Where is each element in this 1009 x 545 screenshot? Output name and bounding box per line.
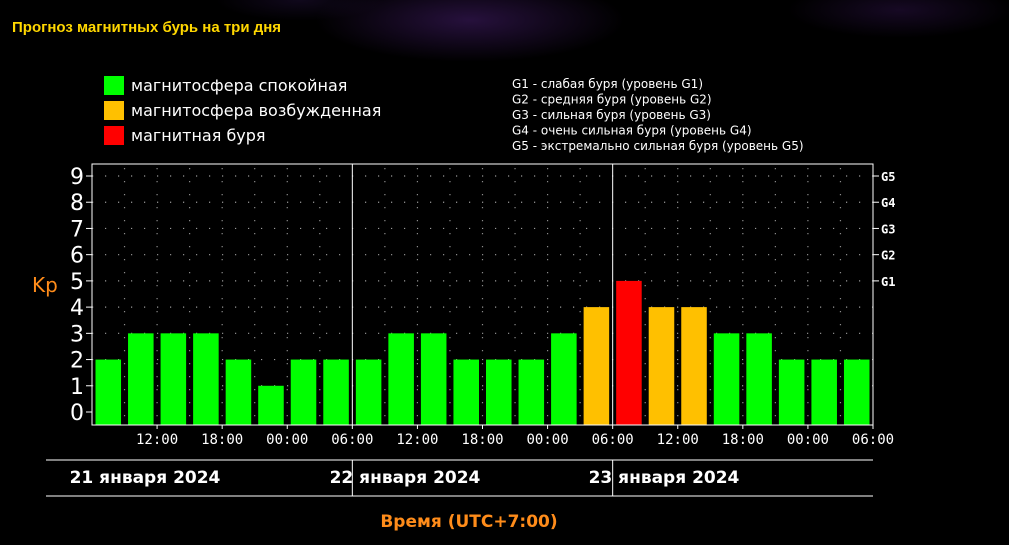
grid bbox=[92, 168, 873, 423]
x-tick-label: 12:00 bbox=[396, 432, 438, 448]
y-tick-label: 7 bbox=[70, 217, 84, 242]
x-tick-label: 06:00 bbox=[852, 432, 894, 448]
bar bbox=[355, 359, 382, 425]
legend-swatch bbox=[104, 126, 124, 145]
x-tick-label: 12:00 bbox=[136, 432, 178, 448]
x-tick-label: 00:00 bbox=[266, 432, 308, 448]
bars bbox=[95, 280, 870, 425]
g-tick-label: G1 bbox=[881, 275, 895, 289]
bar bbox=[811, 359, 837, 425]
y-tick-label: 3 bbox=[70, 322, 84, 347]
bar bbox=[713, 333, 740, 425]
g-level-item: G3 - сильная буря (уровень G3) bbox=[512, 108, 711, 122]
bar bbox=[551, 333, 577, 425]
g-tick-label: G2 bbox=[881, 249, 895, 263]
background-glow bbox=[0, 0, 1009, 70]
g-level-item: G1 - слабая буря (уровень G1) bbox=[512, 77, 703, 91]
bar bbox=[681, 307, 707, 425]
axes bbox=[46, 163, 879, 497]
bar bbox=[583, 307, 610, 425]
g-level-item: G4 - очень сильная буря (уровень G4) bbox=[512, 124, 752, 138]
bar bbox=[486, 359, 512, 425]
bar bbox=[290, 359, 317, 425]
g-level-legend: G1 - слабая буря (уровень G1) G2 - средня… bbox=[512, 77, 804, 153]
legend-label: магнитная буря bbox=[131, 126, 266, 145]
x-tick-label: 18:00 bbox=[201, 432, 243, 448]
legend: магнитосфера спокойная магнитосфера возбу… bbox=[104, 76, 381, 145]
g-tick-label: G4 bbox=[881, 196, 895, 210]
y-tick-label: 6 bbox=[70, 244, 84, 269]
g-level-item: G5 - экстремально сильная буря (уровень … bbox=[512, 139, 804, 153]
bar bbox=[225, 359, 252, 425]
bar bbox=[128, 333, 154, 425]
bar bbox=[616, 280, 642, 425]
day-label: 23 января 2024 bbox=[589, 468, 740, 488]
x-axis-label: Время (UTC+7:00) bbox=[380, 512, 557, 532]
bar bbox=[518, 359, 545, 425]
bar bbox=[258, 385, 284, 425]
g-level-item: G2 - средняя буря (уровень G2) bbox=[512, 93, 712, 107]
x-tick-label: 00:00 bbox=[787, 432, 829, 448]
page-title: Прогноз магнитных бурь на три дня bbox=[12, 19, 282, 36]
bar bbox=[843, 359, 870, 425]
x-tick-label: 18:00 bbox=[461, 432, 503, 448]
x-tick-label: 06:00 bbox=[331, 432, 373, 448]
g-tick-label: G5 bbox=[881, 170, 895, 184]
g-tick-label: G3 bbox=[881, 222, 895, 236]
bar bbox=[160, 333, 187, 425]
day-label: 22 января 2024 bbox=[330, 468, 481, 488]
y-tick-label: 5 bbox=[70, 270, 84, 295]
y-axis-label: Kp bbox=[32, 273, 58, 297]
y-tick-label: 2 bbox=[70, 349, 84, 374]
y-tick-label: 9 bbox=[70, 165, 84, 190]
legend-label: магнитосфера возбужденная bbox=[131, 101, 381, 120]
bar bbox=[193, 333, 219, 425]
bar bbox=[648, 307, 675, 425]
x-tick-label: 00:00 bbox=[527, 432, 569, 448]
bar bbox=[323, 359, 349, 425]
bar bbox=[388, 333, 414, 425]
x-tick-label: 18:00 bbox=[722, 432, 764, 448]
legend-swatch bbox=[104, 76, 124, 95]
bar bbox=[778, 359, 805, 425]
legend-label: магнитосфера спокойная bbox=[131, 76, 347, 95]
y-tick-label: 8 bbox=[70, 191, 84, 216]
bar bbox=[95, 359, 122, 425]
x-tick-label: 06:00 bbox=[592, 432, 634, 448]
y-tick-label: 4 bbox=[70, 296, 84, 321]
y-tick-label: 0 bbox=[70, 401, 84, 426]
bar bbox=[746, 333, 772, 425]
bar bbox=[420, 333, 447, 425]
day-label: 21 января 2024 bbox=[70, 468, 221, 488]
legend-swatch bbox=[104, 101, 124, 120]
x-tick-label: 12:00 bbox=[657, 432, 699, 448]
y-tick-label: 1 bbox=[70, 375, 84, 400]
bar bbox=[453, 359, 479, 425]
